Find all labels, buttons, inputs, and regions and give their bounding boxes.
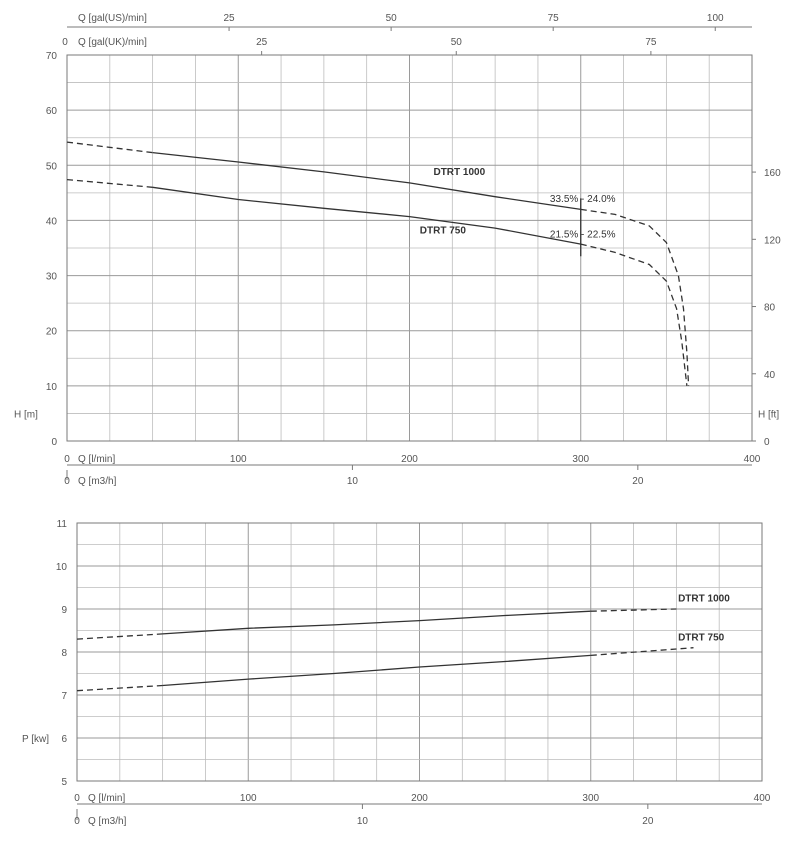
x-tick-label: 300 bbox=[582, 793, 599, 804]
y-tick-label: 40 bbox=[46, 216, 58, 227]
top-axis-label-uk: Q [gal(UK)/min] bbox=[78, 37, 147, 48]
y-tick-label: 70 bbox=[46, 51, 58, 62]
power-curve-high-dashed bbox=[590, 647, 694, 657]
y2-axis-label: H [ft] bbox=[758, 409, 779, 420]
top-tick-label-us: 100 bbox=[707, 13, 724, 24]
power-curve-high-dashed bbox=[590, 608, 677, 612]
y-tick-label: 7 bbox=[61, 691, 67, 702]
y2-tick-label: 80 bbox=[764, 303, 776, 314]
curve-label: DTRT 1000 bbox=[678, 594, 730, 605]
x-tick-label: 400 bbox=[744, 454, 761, 465]
x2-tick-label: 10 bbox=[357, 816, 369, 827]
power-curve-solid bbox=[162, 610, 591, 635]
curve-label: DTRT 750 bbox=[678, 632, 725, 643]
x-tick-label: 0 bbox=[64, 454, 70, 465]
head-chart: 0 10 20 30 40 50 60 70 H [m] 0 40 80 120 160 H [ft] Q [… bbox=[14, 13, 781, 487]
curve-label: DTRT 1000 bbox=[433, 167, 485, 178]
head-curve-solid bbox=[152, 186, 581, 245]
x2-tick-label: 0 bbox=[64, 476, 70, 487]
plot-frame bbox=[66, 54, 753, 442]
y-tick-label: 60 bbox=[46, 106, 58, 117]
power-curve-low-dashed bbox=[76, 684, 163, 692]
y-tick-label: 11 bbox=[57, 519, 68, 530]
top-tick-label-us: 25 bbox=[224, 13, 236, 24]
y-tick-label: 10 bbox=[56, 562, 68, 573]
power-curve-solid bbox=[162, 654, 591, 687]
x2-tick-label: 20 bbox=[632, 476, 644, 487]
top-tick-label-us: 75 bbox=[548, 13, 560, 24]
power-curve-low-dashed bbox=[76, 633, 163, 640]
x2-axis-label: Q [m3/h] bbox=[88, 816, 127, 827]
efficiency-label: 33.5% - 24.0% bbox=[550, 194, 616, 205]
y-tick-label: 0 bbox=[51, 437, 57, 448]
top-tick-label-uk: 50 bbox=[451, 37, 463, 48]
y-axis-label: P [kw] bbox=[22, 734, 49, 745]
x-tick-label: 100 bbox=[230, 454, 247, 465]
curve-label: DTRT 750 bbox=[420, 226, 467, 237]
y-axis-label: H [m] bbox=[14, 409, 38, 420]
top-tick-label-uk: 75 bbox=[645, 37, 657, 48]
y2-tick-label: 0 bbox=[764, 437, 770, 448]
y-tick-label: 6 bbox=[61, 734, 67, 745]
x2-tick-label: 0 bbox=[74, 816, 80, 827]
top-axis-label-us: Q [gal(US)/min] bbox=[78, 13, 147, 24]
top-tick-label-us: 50 bbox=[386, 13, 398, 24]
y-tick-label: 20 bbox=[46, 327, 58, 338]
y2-tick-label: 160 bbox=[764, 168, 781, 179]
x-tick-label: 200 bbox=[411, 793, 428, 804]
y-tick-label: 5 bbox=[61, 777, 67, 788]
x2-axis-label: Q [m3/h] bbox=[78, 476, 117, 487]
x-axis-label: Q [l/min] bbox=[88, 793, 125, 804]
y-tick-label: 9 bbox=[61, 605, 67, 616]
y-tick-label: 50 bbox=[46, 161, 58, 172]
efficiency-label: 21.5% - 22.5% bbox=[550, 230, 616, 241]
y-tick-label: 8 bbox=[61, 648, 67, 659]
top-tick-label-uk: 0 bbox=[62, 37, 68, 48]
x-tick-label: 100 bbox=[240, 793, 257, 804]
plot-frame bbox=[76, 522, 763, 782]
y2-tick-label: 120 bbox=[764, 235, 781, 246]
head-curve-low-dashed bbox=[66, 178, 153, 188]
top-tick-label-uk: 25 bbox=[256, 37, 268, 48]
x-tick-label: 200 bbox=[401, 454, 418, 465]
head-curve-high-dashed bbox=[580, 208, 690, 386]
x-tick-label: 0 bbox=[74, 793, 80, 804]
y2-tick-label: 40 bbox=[764, 370, 776, 381]
head-curve-high-dashed bbox=[580, 243, 688, 386]
head-curve-solid bbox=[152, 151, 581, 211]
x2-tick-label: 20 bbox=[642, 816, 654, 827]
x2-tick-label: 10 bbox=[347, 476, 359, 487]
x-tick-label: 300 bbox=[572, 454, 589, 465]
x-tick-label: 400 bbox=[754, 793, 771, 804]
head-curve-low-dashed bbox=[66, 141, 153, 154]
y-tick-label: 30 bbox=[46, 272, 58, 283]
x-axis-label: Q [l/min] bbox=[78, 454, 115, 465]
y-tick-label: 10 bbox=[46, 382, 58, 393]
